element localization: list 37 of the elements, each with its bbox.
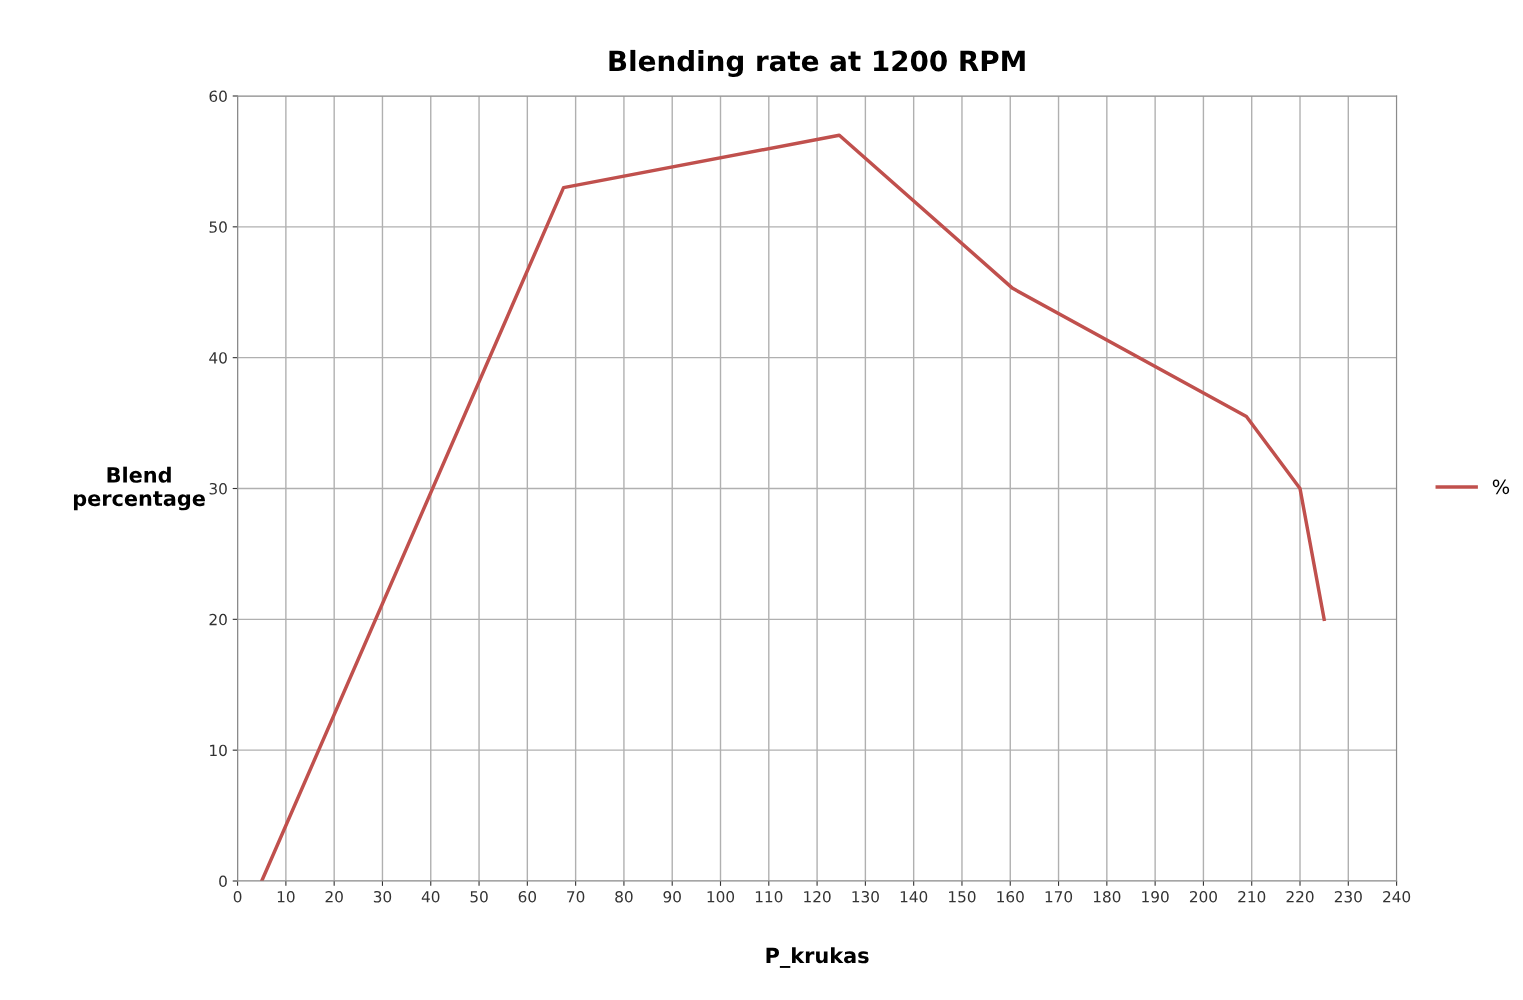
- x-tick-label: 220: [1286, 890, 1314, 903]
- legend-label: %: [1492, 479, 1510, 495]
- y-tick-label: 40: [209, 352, 227, 364]
- y-tick-label: 0: [219, 875, 227, 888]
- x-tick-label: 200: [1189, 890, 1217, 903]
- x-tick-label: 190: [1142, 890, 1169, 903]
- x-tick-label: 10: [277, 890, 295, 903]
- x-tick-label: 0: [233, 890, 242, 903]
- y-axis-title: Blend percentage: [73, 466, 205, 511]
- x-tick-label: 150: [949, 890, 976, 903]
- x-tick-label: 90: [663, 890, 681, 903]
- x-tick-label: 170: [1045, 890, 1073, 903]
- x-tick-label: 120: [804, 890, 831, 903]
- x-tick-label: 160: [997, 890, 1024, 903]
- line-series: [259, 133, 1326, 881]
- x-tick-label: 80: [615, 890, 633, 903]
- x-tick-label: 40: [421, 890, 440, 903]
- y-tick-label: 30: [209, 482, 227, 495]
- x-tick-label: 20: [325, 890, 343, 903]
- x-tick-label: 230: [1334, 890, 1362, 903]
- x-tick-label: 210: [1238, 890, 1266, 903]
- y-tick-label: 20: [209, 613, 227, 626]
- x-tick-label: 110: [755, 890, 783, 903]
- y-tick-label: 50: [209, 221, 227, 233]
- x-axis-title: P_krukas: [766, 947, 869, 968]
- x-tick-label: 50: [470, 890, 488, 903]
- x-tick-label: 180: [1093, 890, 1121, 903]
- x-tick-label: 60: [518, 890, 537, 903]
- x-tick-label: 30: [373, 890, 392, 903]
- x-tick-label: 70: [567, 890, 585, 903]
- x-tick-label: 240: [1383, 890, 1411, 903]
- x-tick-label: 140: [900, 890, 928, 903]
- x-tick-label: 100: [707, 890, 735, 903]
- chart-title: Blending rate at 1200 RPM: [609, 49, 1025, 77]
- x-tick-label: 130: [852, 890, 879, 903]
- y-tick-label: 60: [209, 90, 227, 103]
- y-tick-label: 10: [210, 744, 227, 757]
